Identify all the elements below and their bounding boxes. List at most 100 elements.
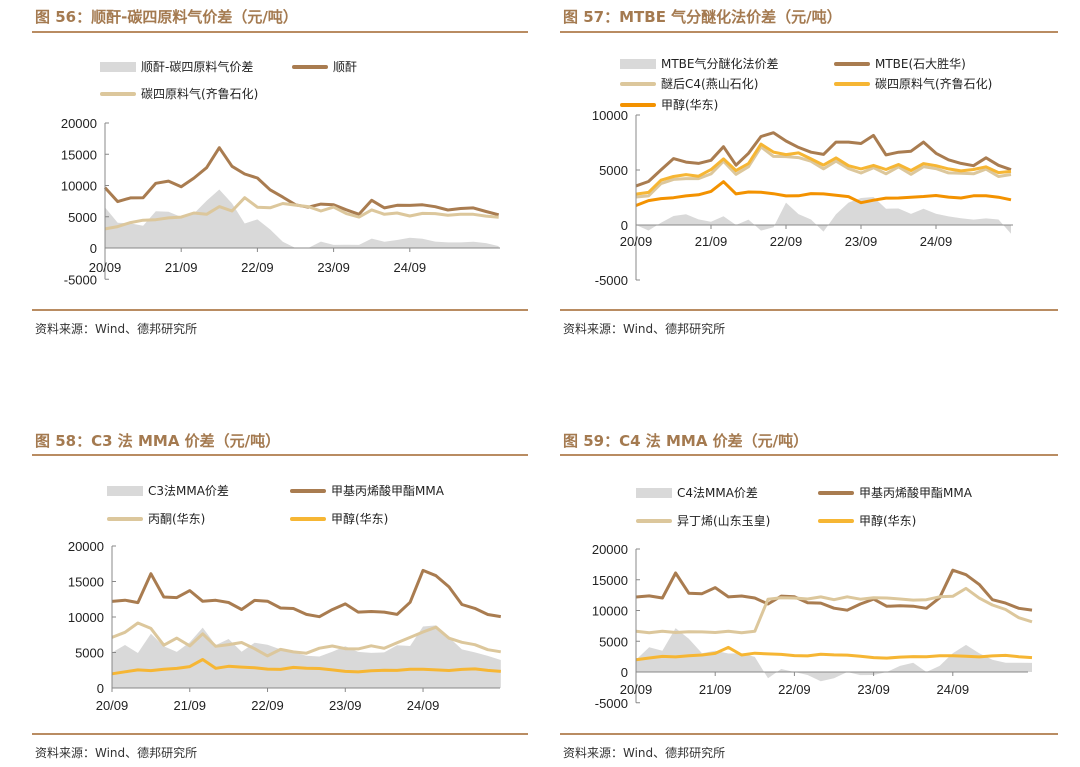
x-tick-label: 20/09 bbox=[89, 260, 122, 275]
x-tick-label: 22/09 bbox=[770, 234, 803, 249]
legend-item: MTBE气分醚化法价差 bbox=[620, 55, 779, 72]
y-tick-label: -5000 bbox=[595, 273, 628, 288]
x-tick-label: 24/09 bbox=[394, 260, 427, 275]
legend-item: 异丁烯(山东玉皇) bbox=[636, 512, 770, 529]
legend-item: C4法MMA价差 bbox=[636, 484, 758, 501]
legend-item: 顺酐-碳四原料气价差 bbox=[100, 58, 253, 75]
divider bbox=[32, 454, 528, 456]
series-line-2-2 bbox=[111, 621, 502, 658]
legend-label: MTBE(石大胜华) bbox=[875, 57, 966, 71]
x-tick-label: 21/09 bbox=[695, 234, 728, 249]
y-tick-label: -5000 bbox=[64, 272, 97, 287]
legend-label: 醚后C4(燕山石化) bbox=[661, 77, 759, 91]
y-tick-label: 5000 bbox=[68, 210, 97, 225]
legend-swatch bbox=[620, 58, 656, 69]
legend-swatch bbox=[100, 91, 136, 96]
y-tick-label: 20000 bbox=[592, 542, 628, 557]
y-tick-label: 0 bbox=[621, 665, 628, 680]
legend-item: 甲醇(华东) bbox=[818, 512, 916, 529]
legend-label: C4法MMA价差 bbox=[677, 486, 758, 500]
series-line-3-3 bbox=[635, 645, 1033, 662]
legend-label: 甲醇(华东) bbox=[859, 514, 917, 528]
divider bbox=[560, 733, 1058, 735]
legend-item: 顺酐 bbox=[292, 58, 357, 75]
series-area-1-0 bbox=[636, 197, 1011, 234]
x-tick-label: 22/09 bbox=[241, 260, 274, 275]
series-area-0-0 bbox=[105, 189, 499, 248]
divider bbox=[560, 31, 1058, 33]
legend-swatch bbox=[107, 516, 143, 521]
x-tick-label: 20/09 bbox=[96, 698, 129, 713]
x-tick-label: 24/09 bbox=[937, 682, 970, 697]
series-area-3-0 bbox=[636, 628, 1032, 682]
y-tick-label: 10000 bbox=[592, 108, 628, 123]
x-tick-label: 22/09 bbox=[778, 682, 811, 697]
x-tick-label: 20/09 bbox=[620, 682, 653, 697]
series-area-2-0 bbox=[112, 625, 501, 688]
legend-label: 甲醇(华东) bbox=[331, 512, 389, 526]
legend-item: 甲醇(华东) bbox=[290, 510, 388, 527]
legend-item: 碳四原料气(齐鲁石化) bbox=[834, 75, 992, 92]
legend-label: 碳四原料气(齐鲁石化) bbox=[141, 87, 259, 101]
legend-label: 丙酮(华东) bbox=[148, 512, 206, 526]
divider bbox=[32, 31, 528, 33]
y-tick-label: 0 bbox=[90, 241, 97, 256]
x-tick-label: 20/09 bbox=[620, 234, 653, 249]
chart-59-source: 资料来源：Wind、德邦研究所 bbox=[563, 746, 726, 760]
divider bbox=[32, 733, 528, 735]
y-tick-label: 10000 bbox=[68, 610, 104, 625]
legend-item: 甲基丙烯酸甲酯MMA bbox=[290, 482, 444, 499]
series-line-3-1 bbox=[635, 568, 1033, 612]
series-line-1-2 bbox=[635, 145, 1012, 199]
legend-swatch bbox=[834, 61, 870, 66]
series-line-2-1 bbox=[111, 568, 502, 619]
x-tick-label: 21/09 bbox=[173, 698, 206, 713]
y-tick-label: 20000 bbox=[61, 116, 97, 131]
series-line-1-4 bbox=[635, 180, 1012, 207]
x-tick-label: 23/09 bbox=[845, 234, 878, 249]
x-tick-label: 21/09 bbox=[699, 682, 732, 697]
legend-label: 甲基丙烯酸甲酯MMA bbox=[859, 486, 972, 500]
legend-item: 碳四原料气(齐鲁石化) bbox=[100, 85, 258, 102]
legend-swatch bbox=[620, 81, 656, 86]
legend-item: 醚后C4(燕山石化) bbox=[620, 75, 758, 92]
y-tick-label: 10000 bbox=[61, 179, 97, 194]
legend-swatch bbox=[636, 518, 672, 523]
legend-swatch bbox=[818, 490, 854, 495]
legend-swatch bbox=[290, 516, 326, 521]
series-line-0-2 bbox=[104, 196, 499, 231]
divider bbox=[560, 309, 1058, 311]
legend-item: 甲基丙烯酸甲酯MMA bbox=[818, 484, 972, 501]
x-tick-label: 23/09 bbox=[329, 698, 362, 713]
chart-58-source: 资料来源：Wind、德邦研究所 bbox=[35, 746, 198, 760]
legend-label: MTBE气分醚化法价差 bbox=[661, 57, 779, 71]
legend-swatch bbox=[107, 485, 143, 496]
y-tick-label: 15000 bbox=[592, 573, 628, 588]
legend-label: 顺酐 bbox=[333, 60, 358, 74]
y-tick-label: 5000 bbox=[599, 163, 628, 178]
legend-label: 异丁烯(山东玉皇) bbox=[677, 514, 771, 528]
legend-label: 甲醇(华东) bbox=[661, 98, 719, 112]
y-tick-label: 20000 bbox=[68, 539, 104, 554]
legend-label: 碳四原料气(齐鲁石化) bbox=[875, 77, 993, 91]
legend-label: 甲基丙烯酸甲酯MMA bbox=[331, 484, 444, 498]
y-tick-label: 10000 bbox=[592, 604, 628, 619]
chart-56-title: 图 56：顺酐-碳四原料气价差（元/吨） bbox=[35, 8, 298, 26]
x-tick-label: 21/09 bbox=[165, 260, 198, 275]
x-tick-label: 23/09 bbox=[857, 682, 890, 697]
series-line-1-3 bbox=[635, 142, 1012, 196]
y-tick-label: 5000 bbox=[75, 646, 104, 661]
legend-label: C3法MMA价差 bbox=[148, 484, 229, 498]
y-tick-label: -5000 bbox=[595, 696, 628, 711]
legend-swatch bbox=[292, 64, 328, 69]
series-line-1-1 bbox=[635, 131, 1012, 188]
chart-57-title: 图 57：MTBE 气分醚化法价差（元/吨） bbox=[563, 8, 842, 26]
y-tick-label: 0 bbox=[97, 681, 104, 696]
legend-item: C3法MMA价差 bbox=[107, 482, 229, 499]
chart-59-title: 图 59：C4 法 MMA 价差（元/吨） bbox=[563, 432, 809, 450]
chart-56-source: 资料来源：Wind、德邦研究所 bbox=[35, 322, 198, 336]
divider bbox=[32, 309, 528, 311]
y-tick-label: 5000 bbox=[599, 634, 628, 649]
